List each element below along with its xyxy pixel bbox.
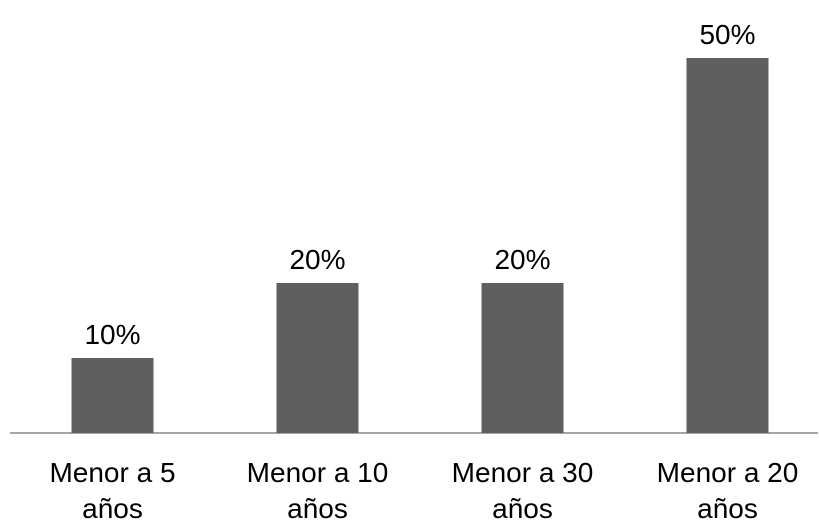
x-tick-label-1: Menor a 5 años [49,457,175,524]
data-label-3: 20% [494,244,550,275]
x-tick-label-2: Menor a 10 años [247,457,389,524]
bar-4 [686,58,769,433]
x-tick-labels-group: Menor a 5 años Menor a 10 años Menor a 30 año… [49,457,798,524]
bar-2 [276,283,359,433]
data-label-4: 50% [699,19,755,50]
x-tick-label-4: Menor a 20 años [657,457,799,524]
bar-3 [481,283,564,433]
x-tick-label-3: Menor a 30 años [452,457,594,524]
data-label-1: 10% [84,319,140,350]
data-labels-group: 10% 20% 20% 50% [84,19,755,350]
bar-1 [71,358,154,433]
bars-group [71,58,769,433]
data-label-2: 20% [289,244,345,275]
